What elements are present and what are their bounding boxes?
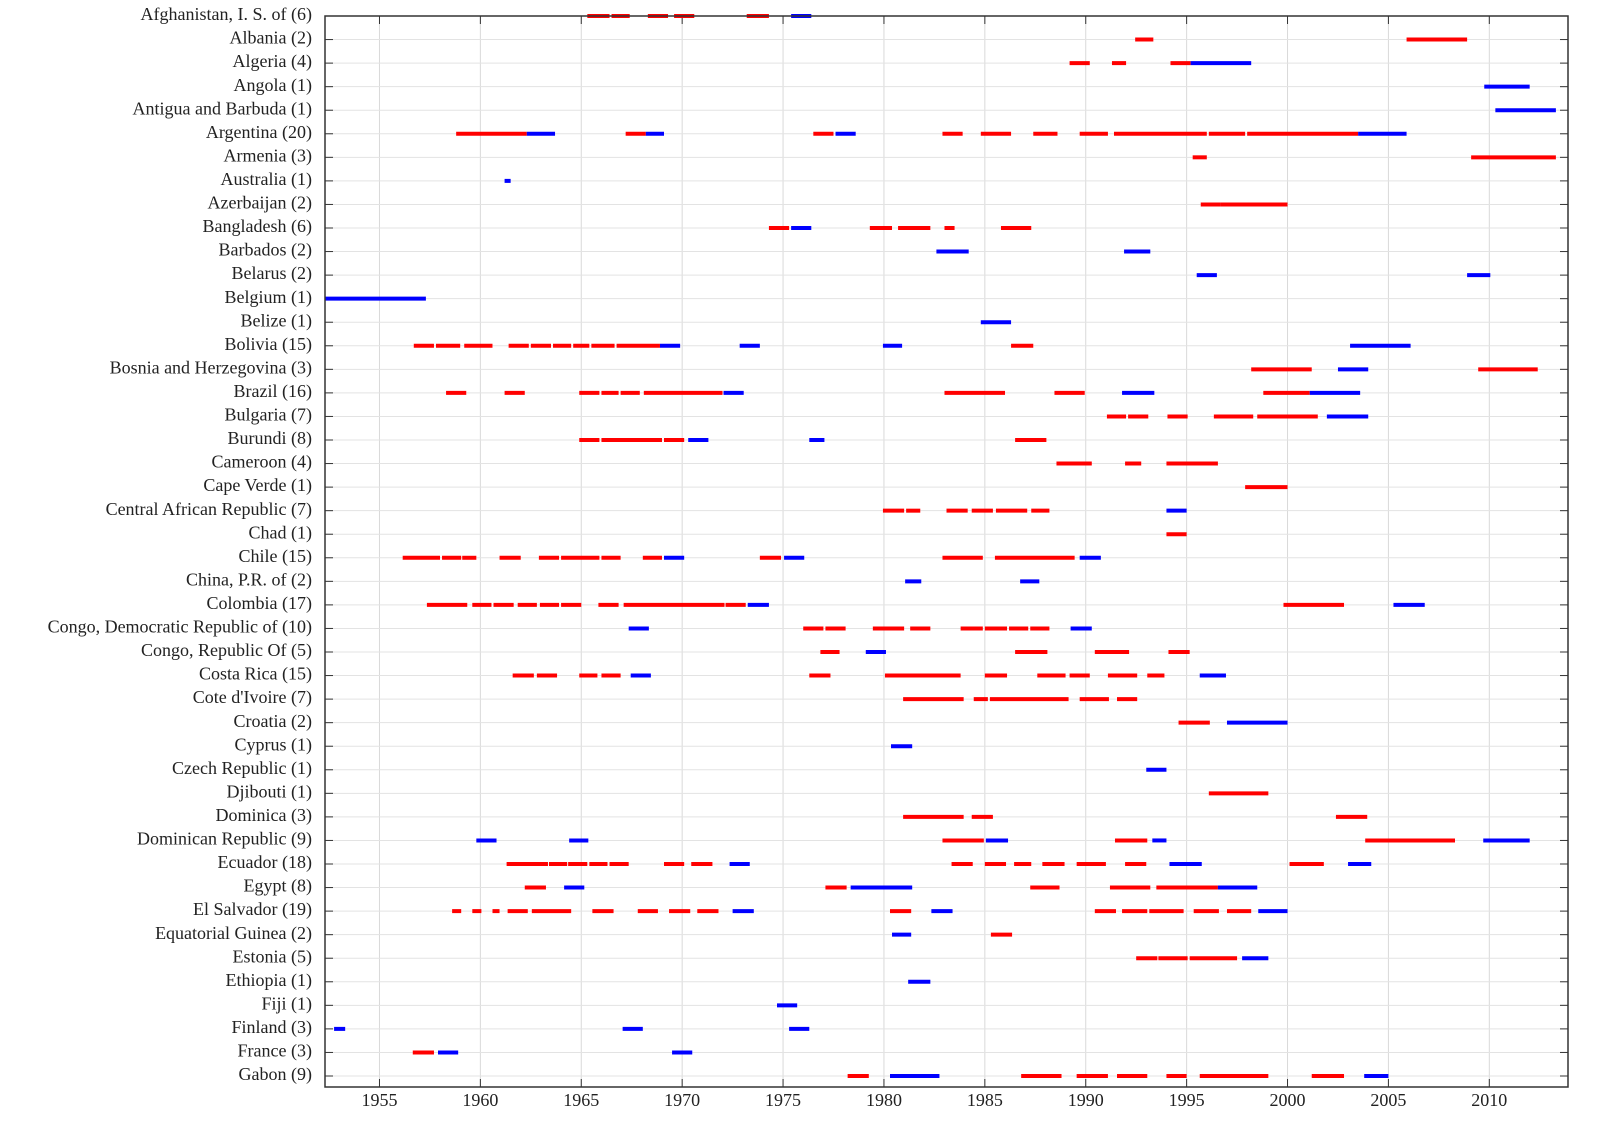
x-tick-label: 1970 [664,1090,700,1110]
x-tick-label: 1965 [563,1090,599,1110]
y-tick-label: Bosnia and Herzegovina (3) [110,357,312,378]
y-tick-label: Congo, Democratic Republic of (10) [48,617,312,638]
y-tick-label: Antigua and Barbuda (1) [133,98,312,119]
y-tick-label: Afghanistan, I. S. of (6) [141,4,312,25]
y-tick-label: Cape Verde (1) [203,475,312,496]
y-tick-label: Cote d'Ivoire (7) [193,687,312,708]
y-tick-label: Australia (1) [221,169,312,190]
y-tick-label: Barbados (2) [219,240,312,261]
y-tick-label: Dominican Republic (9) [137,829,312,850]
y-tick-label: Gabon (9) [239,1064,312,1085]
y-tick-label: Djibouti (1) [227,781,313,802]
y-tick-label: Angola (1) [234,75,312,96]
x-tick-label: 1980 [866,1090,902,1110]
x-tick-label: 1975 [765,1090,801,1110]
plot-frame [324,15,1569,1088]
y-tick-label: Belarus (2) [232,263,312,284]
x-tick-label: 1955 [361,1090,397,1110]
y-tick-label: Egypt (8) [244,876,312,897]
y-tick-label: Equatorial Guinea (2) [155,923,312,944]
y-tick-label: Cameroon (4) [212,452,312,473]
y-tick-label: Estonia (5) [233,946,312,967]
y-tick-label: Costa Rica (15) [199,664,312,685]
y-tick-label: Albania (2) [230,28,312,49]
y-tick-label: Brazil (16) [234,381,312,402]
y-tick-label: Ethiopia (1) [226,970,312,991]
y-tick-label: Ecuador (18) [218,852,312,873]
y-tick-label: Chad (1) [249,522,312,543]
y-tick-label: Bangladesh (6) [203,216,312,237]
y-tick-label: Czech Republic (1) [172,758,312,779]
y-tick-label: France (3) [238,1041,312,1062]
y-tick-label: Burundi (8) [228,428,313,449]
y-tick-label: Bulgaria (7) [225,405,312,426]
y-tick-label: Cyprus (1) [235,734,313,755]
x-tick-label: 1985 [967,1090,1003,1110]
x-tick-label: 1995 [1169,1090,1205,1110]
y-tick-label: Central African Republic (7) [106,499,312,520]
y-tick-label: Finland (3) [232,1017,313,1038]
x-tick-label: 2010 [1471,1090,1507,1110]
y-tick-label: Croatia (2) [234,711,312,732]
y-tick-label: Armenia (3) [224,145,312,166]
y-tick-label: Azerbaijan (2) [208,193,312,214]
y-tick-label: El Salvador (19) [193,899,312,920]
y-tick-label: Belgium (1) [225,287,313,308]
y-tick-label: Chile (15) [239,546,313,567]
y-tick-label: Congo, Republic Of (5) [141,640,312,661]
y-tick-label: Algeria (4) [233,51,312,72]
x-tick-label: 1990 [1068,1090,1104,1110]
x-tick-label: 2000 [1270,1090,1306,1110]
y-tick-label: China, P.R. of (2) [186,569,312,590]
y-tick-label: Argentina (20) [206,122,312,143]
y-tick-label: Belize (1) [241,310,312,331]
y-tick-label: Colombia (17) [207,593,313,614]
y-tick-label: Bolivia (15) [225,334,313,355]
x-tick-label: 1960 [462,1090,498,1110]
y-tick-label: Dominica (3) [216,805,312,826]
y-tick-label: Fiji (1) [261,993,312,1014]
x-tick-label: 2005 [1370,1090,1406,1110]
